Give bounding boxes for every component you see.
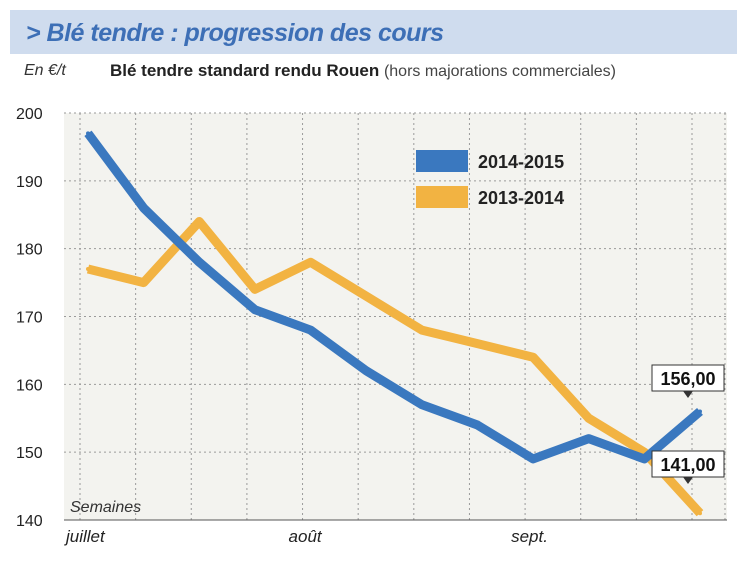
data-point-2013-2014 bbox=[531, 355, 536, 360]
y-tick-label: 180 bbox=[16, 242, 43, 259]
data-point-2013-2014 bbox=[141, 280, 146, 285]
y-tick-label: 150 bbox=[16, 445, 43, 462]
series-line-2013-2014 bbox=[86, 217, 704, 517]
data-point-2013-2014 bbox=[586, 416, 591, 421]
data-point-2014-2015 bbox=[252, 307, 257, 312]
data-point-2013-2014 bbox=[698, 511, 702, 516]
legend-label: 2013-2014 bbox=[478, 188, 564, 208]
subtitle-main: Blé tendre standard rendu Rouen bbox=[110, 61, 380, 80]
data-point-2014-2015 bbox=[698, 409, 702, 414]
data-point-2014-2015 bbox=[419, 402, 424, 407]
data-point-2014-2015 bbox=[308, 328, 313, 333]
data-point-2014-2015 bbox=[475, 423, 480, 428]
x-axis-label: Semaines bbox=[70, 499, 141, 516]
chart-header-title: > Blé tendre : progression des cours bbox=[26, 19, 444, 47]
value-callout-label: 156,00 bbox=[660, 369, 715, 389]
value-callout-label: 141,00 bbox=[660, 455, 715, 475]
legend-label: 2014-2015 bbox=[478, 152, 564, 172]
data-point-2013-2014 bbox=[308, 260, 313, 265]
y-tick-label: 160 bbox=[16, 377, 43, 394]
y-axis-unit-label: En €/t bbox=[24, 62, 66, 79]
data-point-2014-2015 bbox=[86, 131, 90, 136]
chart-header-band: > Blé tendre : progression des cours bbox=[10, 10, 737, 54]
data-point-2013-2014 bbox=[252, 287, 257, 292]
data-point-2014-2015 bbox=[586, 436, 591, 441]
data-point-2014-2015 bbox=[197, 260, 202, 265]
x-tick-label: août bbox=[289, 527, 323, 546]
x-tick-label: sept. bbox=[511, 527, 548, 546]
data-point-2013-2014 bbox=[419, 328, 424, 333]
data-point-2013-2014 bbox=[364, 294, 369, 299]
value-callout-pointer bbox=[683, 391, 693, 398]
y-tick-label: 200 bbox=[16, 106, 43, 123]
data-point-2013-2014 bbox=[86, 267, 90, 272]
data-point-2014-2015 bbox=[642, 456, 647, 461]
value-callout-pointer bbox=[683, 477, 693, 484]
y-tick-label: 170 bbox=[16, 310, 43, 327]
data-point-2014-2015 bbox=[141, 205, 146, 210]
data-point-2013-2014 bbox=[197, 219, 202, 224]
y-tick-label: 140 bbox=[16, 513, 43, 530]
legend-swatch bbox=[416, 186, 468, 208]
subtitle-note: (hors majorations commerciales) bbox=[383, 63, 616, 80]
series-line-2014-2015 bbox=[84, 130, 703, 464]
x-tick-label: juillet bbox=[64, 527, 106, 546]
value-callout-box bbox=[651, 364, 725, 392]
y-tick-label: 190 bbox=[16, 174, 43, 191]
chart-subtitle: Blé tendre standard rendu Rouen (hors ma… bbox=[110, 61, 616, 81]
data-point-2013-2014 bbox=[475, 341, 480, 346]
value-callout-box bbox=[651, 450, 725, 478]
legend-swatch bbox=[416, 150, 468, 172]
data-point-2014-2015 bbox=[364, 368, 369, 373]
data-point-2014-2015 bbox=[531, 456, 536, 461]
